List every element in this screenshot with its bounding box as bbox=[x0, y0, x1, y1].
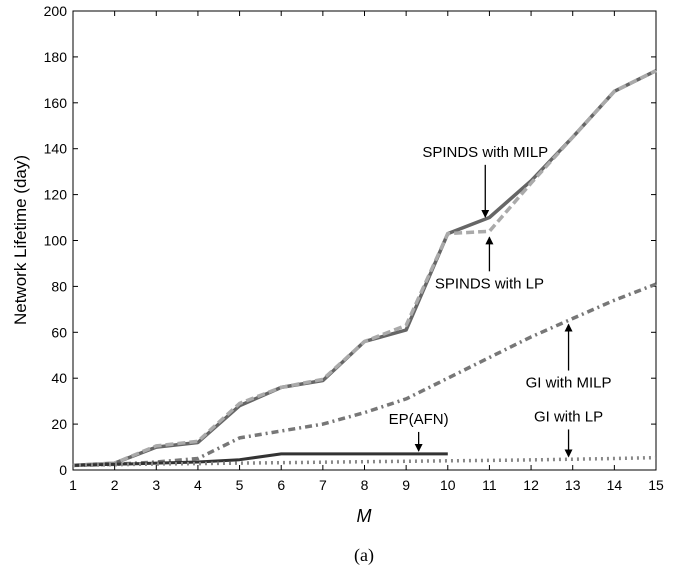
series-line-ep-afn bbox=[72, 452, 448, 467]
x-tick-label: 6 bbox=[277, 477, 285, 493]
plot-frame bbox=[72, 10, 657, 471]
x-tick-label: 12 bbox=[523, 477, 539, 493]
x-tick-label: 2 bbox=[111, 477, 119, 493]
annotations-group: SPINDS with MILP SPINDS with LP GI with MI… bbox=[389, 144, 612, 458]
y-tick-label: 140 bbox=[44, 141, 68, 157]
y-tick-label: 0 bbox=[59, 462, 67, 478]
x-tick-label: 4 bbox=[194, 477, 202, 493]
x-tick-label: 7 bbox=[319, 477, 327, 493]
x-axis-label: M bbox=[357, 506, 372, 526]
annotation-label: GI with LP bbox=[534, 408, 603, 425]
figure-caption: (a) bbox=[354, 545, 374, 566]
y-axis-ticks: 0 20 40 60 80 100 120 140 160 180 200 bbox=[44, 3, 656, 478]
x-axis-ticks: 1 2 3 4 5 6 7 8 9 10 11 12 13 14 15 bbox=[69, 11, 664, 493]
y-tick-label: 60 bbox=[51, 324, 67, 340]
series-line-spinds-milp bbox=[72, 69, 657, 468]
x-tick-label: 15 bbox=[648, 477, 664, 493]
y-tick-label: 80 bbox=[51, 278, 67, 294]
series-line-gi-lp bbox=[72, 455, 657, 468]
y-tick-label: 120 bbox=[44, 187, 68, 203]
series-line-spinds-lp bbox=[72, 69, 657, 468]
y-tick-label: 180 bbox=[44, 49, 68, 65]
annotation-label: SPINDS with LP bbox=[435, 275, 544, 292]
x-tick-label: 5 bbox=[236, 477, 244, 493]
y-tick-label: 160 bbox=[44, 95, 68, 111]
annotation-label: SPINDS with MILP bbox=[422, 144, 548, 161]
y-tick-label: 40 bbox=[51, 370, 67, 386]
x-tick-label: 3 bbox=[152, 477, 160, 493]
x-tick-label: 11 bbox=[482, 477, 497, 493]
y-tick-label: 20 bbox=[51, 416, 67, 432]
annotation-label: GI with MILP bbox=[526, 375, 612, 392]
x-tick-label: 8 bbox=[361, 477, 369, 493]
x-tick-label: 9 bbox=[402, 477, 410, 493]
y-tick-label: 200 bbox=[44, 3, 68, 19]
annotation-label: EP(AFN) bbox=[389, 411, 449, 428]
x-tick-label: 14 bbox=[607, 477, 623, 493]
y-tick-label: 100 bbox=[44, 233, 68, 249]
x-tick-label: 10 bbox=[440, 477, 456, 493]
series-group bbox=[72, 69, 657, 468]
x-tick-label: 13 bbox=[565, 477, 581, 493]
y-axis-label: Network Lifetime (day) bbox=[11, 155, 30, 325]
series-line-gi-milp bbox=[72, 282, 657, 468]
x-tick-label: 1 bbox=[69, 477, 77, 493]
